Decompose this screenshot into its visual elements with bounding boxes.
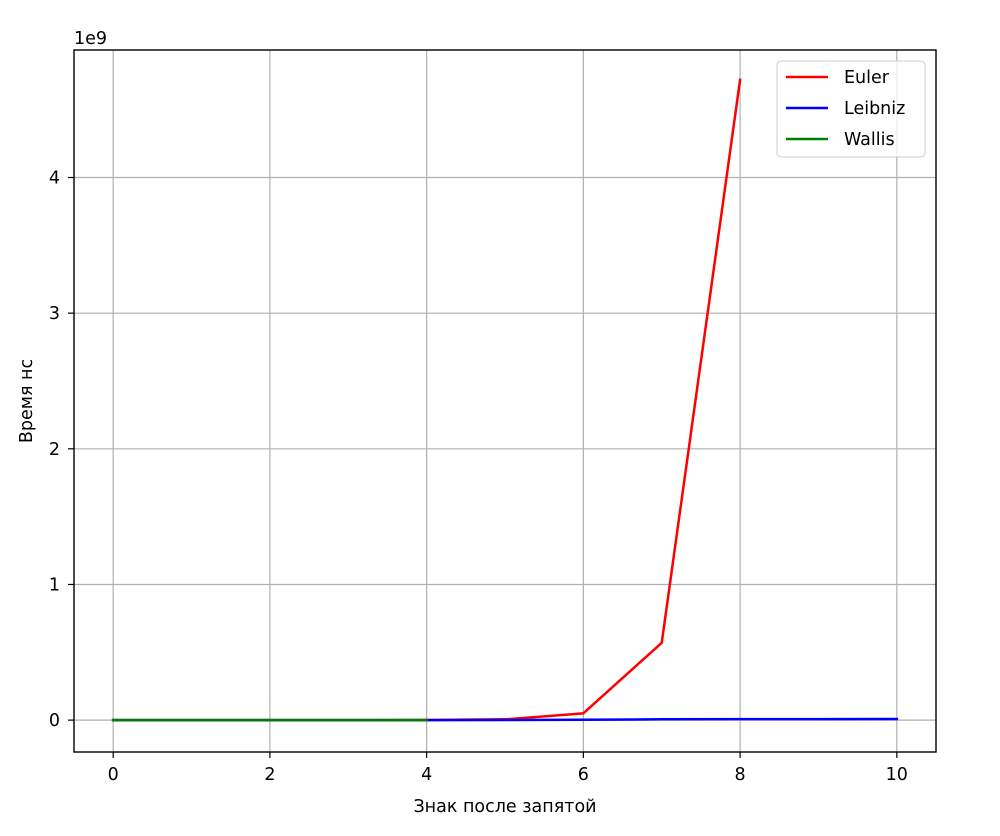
y-tick-label: 1 <box>49 575 60 595</box>
grid-lines <box>74 50 936 752</box>
legend-label-leibniz: Leibniz <box>844 99 905 119</box>
axis-ticks: 0 2 4 6 8 10 0 1 2 3 4 <box>49 169 908 785</box>
legend: Euler Leibniz Wallis <box>776 60 926 158</box>
legend-label-euler: Euler <box>844 68 890 88</box>
y-tick-label: 4 <box>49 169 60 189</box>
legend-box <box>776 60 926 158</box>
y-axis-label: Время нс <box>17 359 37 443</box>
x-tick-label: 0 <box>108 765 119 785</box>
axes-frame <box>73 49 937 753</box>
x-tick-label: 6 <box>578 765 589 785</box>
x-tick-label: 8 <box>735 765 746 785</box>
y-offset-text: 1e9 <box>74 29 107 49</box>
x-tick-label: 10 <box>886 765 908 785</box>
x-tick-label: 2 <box>264 765 275 785</box>
y-tick-label: 3 <box>49 304 60 324</box>
x-tick-label: 4 <box>421 765 432 785</box>
series-lines <box>111 78 899 722</box>
y-tick-label: 2 <box>49 440 60 460</box>
legend-label-wallis: Wallis <box>844 130 895 150</box>
y-tick-label: 0 <box>49 711 60 731</box>
x-axis-label: Знак после запятой <box>413 797 596 817</box>
